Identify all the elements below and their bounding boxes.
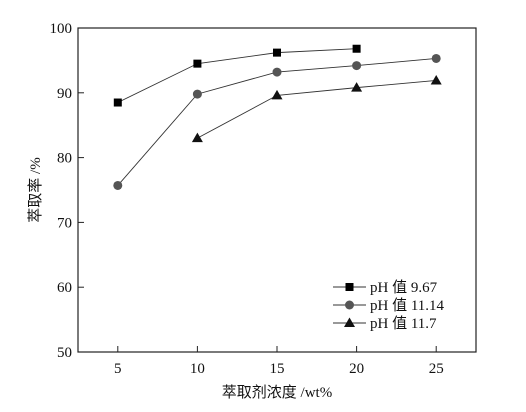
y-tick-label: 70: [57, 215, 72, 231]
data-point-square: [273, 48, 281, 57]
legend-label: pH 值 9.67: [370, 279, 438, 296]
x-axis-title: 萃取剂浓度 /wt%: [222, 384, 332, 401]
y-tick-label: 90: [57, 86, 72, 102]
data-point-circle: [113, 180, 123, 190]
x-tick-label: 25: [429, 361, 444, 377]
data-point-circle: [431, 53, 441, 63]
y-tick-label: 50: [57, 345, 72, 361]
data-point-circle: [352, 61, 362, 71]
legend-item: pH 值 11.7: [333, 315, 437, 332]
data-point-square: [113, 98, 122, 107]
data-point-square: [352, 44, 361, 53]
legend-item: pH 值 9.67: [333, 279, 438, 296]
y-axis: 50 60 70 80 90 100: [50, 21, 84, 361]
y-axis-title: 萃取率 /%: [27, 157, 44, 222]
data-point-circle: [345, 300, 354, 310]
data-point-square: [193, 59, 202, 68]
x-axis: 5 10 15 20 25: [114, 346, 444, 377]
data-point-triangle: [344, 317, 355, 327]
series-triangle: [191, 74, 442, 143]
series-line: [197, 80, 437, 139]
series-line: [117, 58, 437, 186]
y-tick-label: 80: [57, 151, 72, 167]
data-point-triangle: [351, 82, 363, 92]
data-point-triangle: [191, 132, 203, 143]
x-tick-label: 15: [270, 361, 285, 377]
legend-label: pH 值 11.7: [370, 315, 437, 332]
legend-item: pH 值 11.14: [333, 297, 445, 314]
series-line: [117, 48, 357, 103]
x-tick-label: 10: [190, 361, 205, 377]
legend-label: pH 值 11.14: [370, 297, 445, 314]
data-point-circle: [192, 89, 202, 99]
y-tick-label: 60: [57, 280, 72, 296]
series-layer: [113, 44, 442, 190]
data-point-square: [345, 283, 354, 291]
series-square: [113, 44, 361, 107]
series-circle: [113, 53, 441, 190]
x-tick-label: 20: [349, 361, 364, 377]
x-tick-label: 5: [114, 361, 122, 377]
data-point-triangle: [430, 74, 442, 85]
y-tick-label: 100: [50, 21, 73, 37]
data-point-circle: [272, 67, 282, 77]
data-point-triangle: [271, 89, 283, 100]
